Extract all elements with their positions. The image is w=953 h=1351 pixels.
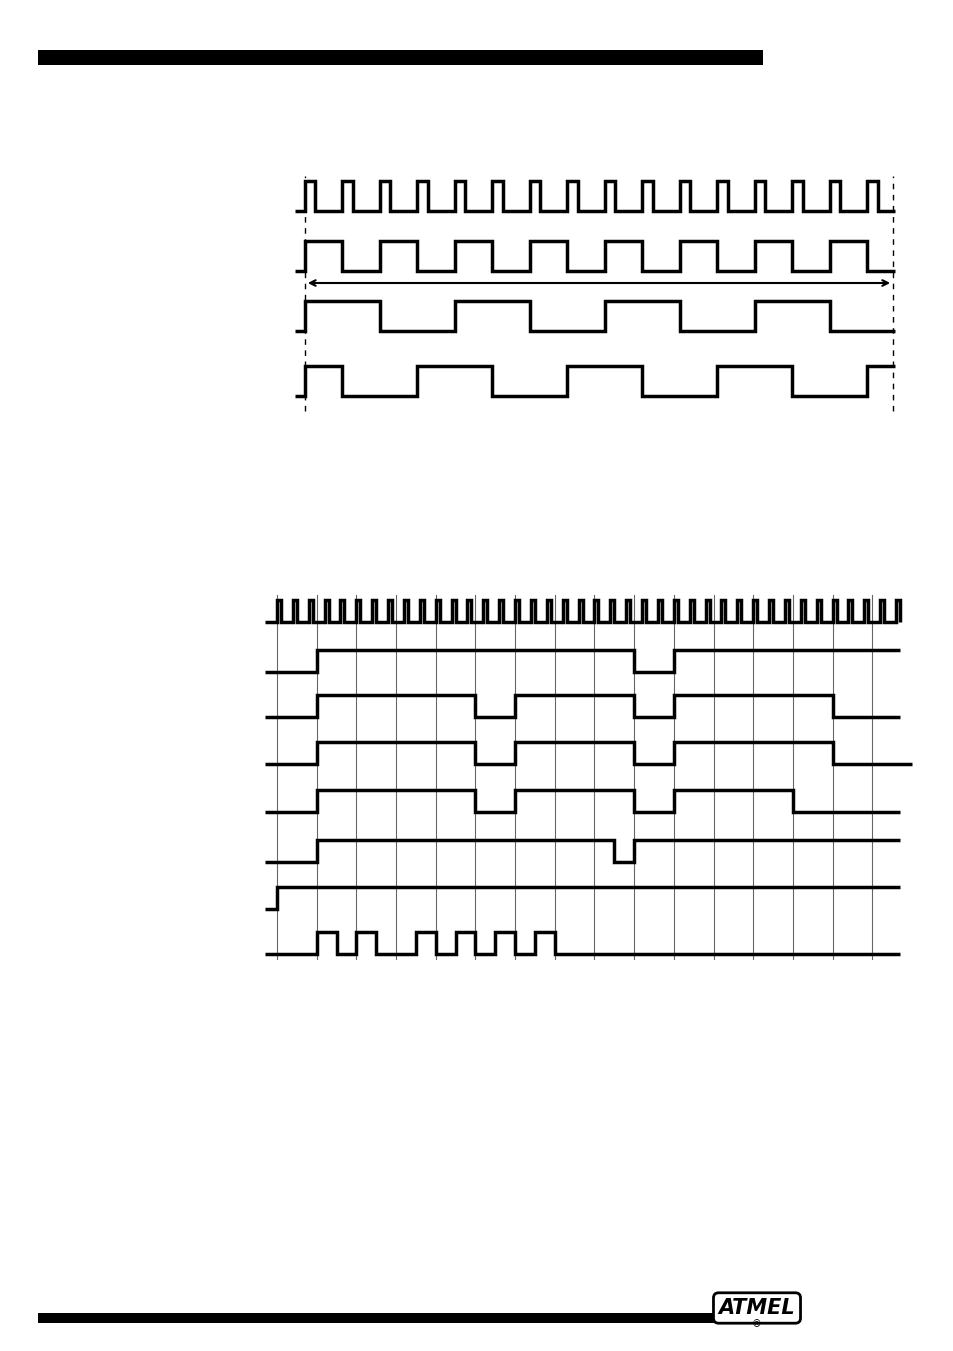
Text: ®: ® [751, 1319, 761, 1329]
Bar [38, 1313, 762, 1323]
Text: ATMEL: ATMEL [718, 1298, 795, 1319]
Bar [38, 50, 762, 65]
